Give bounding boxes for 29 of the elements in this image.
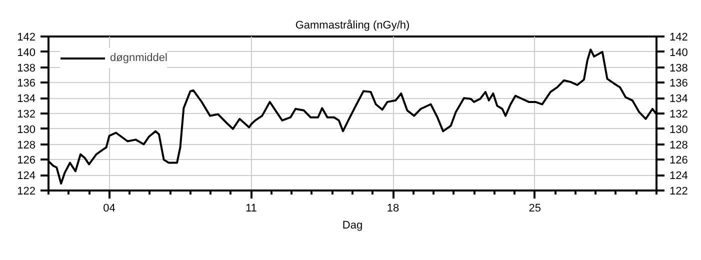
y-tick-label: 138 bbox=[17, 62, 36, 74]
legend-label: døgnmiddel bbox=[110, 52, 168, 64]
y2-tick-label: 122 bbox=[670, 186, 688, 198]
y2-tick-label: 136 bbox=[670, 78, 688, 90]
y-tick-label: 142 bbox=[17, 32, 36, 44]
y-tick-label: 130 bbox=[17, 124, 36, 136]
y2-tick-label: 142 bbox=[670, 32, 688, 44]
x-tick-label: 18 bbox=[386, 202, 400, 214]
y2-tick-label: 138 bbox=[670, 62, 688, 74]
y2-tick-label: 132 bbox=[670, 108, 688, 120]
y-tick-label: 132 bbox=[17, 108, 36, 120]
x-tick-label: 11 bbox=[245, 202, 257, 214]
x-tick-label: 04 bbox=[103, 202, 116, 214]
y-tick-label: 140 bbox=[17, 46, 36, 59]
y-tick-label: 136 bbox=[17, 78, 36, 90]
x-tick-label: 25 bbox=[528, 202, 542, 214]
y-tick-label: 124 bbox=[17, 170, 36, 182]
y2-tick-label: 124 bbox=[670, 170, 688, 182]
y-tick-label: 128 bbox=[17, 139, 36, 152]
y2-tick-label: 126 bbox=[670, 154, 688, 167]
y-tick-label: 122 bbox=[17, 186, 36, 198]
y-tick-label: 126 bbox=[17, 154, 36, 167]
y2-tick-label: 134 bbox=[670, 93, 688, 106]
y-tick-label: 134 bbox=[17, 93, 36, 106]
x-axis-title: Dag bbox=[342, 220, 363, 232]
y2-tick-label: 128 bbox=[670, 139, 688, 152]
y2-tick-label: 130 bbox=[670, 124, 688, 136]
chart-title: Gammastråling (nGy/h) bbox=[295, 20, 410, 32]
y2-tick-label: 140 bbox=[670, 46, 688, 59]
